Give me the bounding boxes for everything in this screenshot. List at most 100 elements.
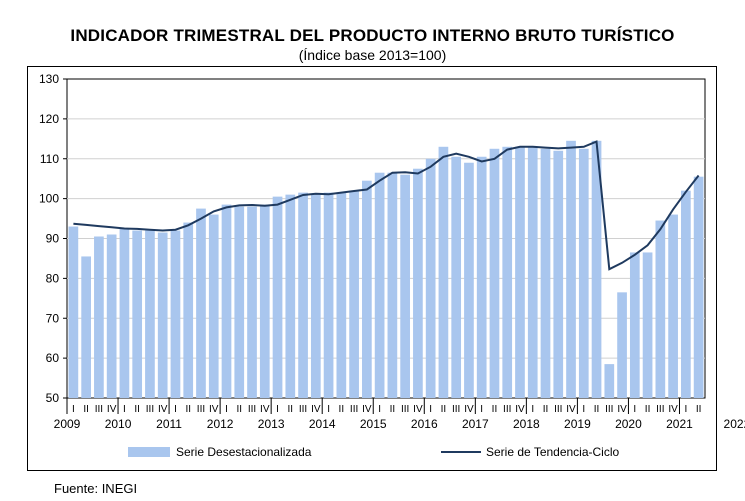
data-bar xyxy=(68,226,79,398)
data-bar xyxy=(566,140,576,398)
quarter-label: IV xyxy=(209,404,219,415)
legend-label-line: Serie de Tendencia-Ciclo xyxy=(486,445,620,459)
quarter-label: II xyxy=(543,404,549,415)
y-tick-label: 60 xyxy=(46,351,60,365)
data-bar xyxy=(157,232,168,398)
quarter-label: IV xyxy=(668,404,678,415)
quarter-label: I xyxy=(684,404,687,415)
quarter-label: IV xyxy=(260,404,270,415)
year-label: 2011 xyxy=(156,417,182,431)
data-bar xyxy=(553,150,564,398)
year-label: 2012 xyxy=(207,417,234,431)
quarter-label: III xyxy=(401,404,409,415)
quarter-label: I xyxy=(378,404,381,415)
chart-subtitle: (Índice base 2013=100) xyxy=(298,47,447,63)
quarter-label: I xyxy=(123,404,126,415)
data-bar xyxy=(247,206,257,398)
data-bar xyxy=(196,208,206,398)
y-tick-label: 110 xyxy=(40,152,59,166)
quarter-label: I xyxy=(327,404,330,415)
y-tick-label: 70 xyxy=(46,311,60,325)
data-bar xyxy=(425,158,436,398)
quarter-label: IV xyxy=(515,404,525,415)
data-bar xyxy=(119,228,130,398)
year-label: 2022 xyxy=(724,417,745,431)
year-label: 2019 xyxy=(564,417,591,431)
quarter-label: II xyxy=(696,404,702,415)
quarter-label: II xyxy=(339,404,345,415)
data-bar xyxy=(476,156,487,398)
y-tick-label: 100 xyxy=(39,192,59,206)
chart-frame xyxy=(27,66,717,471)
quarter-label: III xyxy=(95,404,103,415)
y-tick-label: 50 xyxy=(46,391,60,405)
data-bar xyxy=(591,140,602,398)
quarter-label: II xyxy=(645,404,651,415)
data-bar xyxy=(259,204,270,398)
quarter-label: III xyxy=(197,404,205,415)
data-bar xyxy=(617,292,627,398)
quarter-label: I xyxy=(276,404,279,415)
data-bar xyxy=(489,148,500,398)
quarter-label: III xyxy=(452,404,460,415)
data-bar xyxy=(413,168,423,398)
year-label: 2016 xyxy=(411,417,438,431)
y-tick-label: 90 xyxy=(46,232,60,246)
data-bar xyxy=(336,192,347,398)
data-bar xyxy=(94,236,104,398)
year-label: 2009 xyxy=(54,417,81,431)
year-label: 2014 xyxy=(309,417,336,431)
y-tick-label: 80 xyxy=(46,271,60,285)
data-bar xyxy=(693,176,704,398)
quarter-label: IV xyxy=(464,404,474,415)
data-bar xyxy=(451,156,462,398)
quarter-label: II xyxy=(594,404,600,415)
quarter-label: II xyxy=(492,404,498,415)
year-label: 2015 xyxy=(360,417,387,431)
data-bar xyxy=(527,146,538,398)
data-bar xyxy=(515,146,525,398)
quarter-label: I xyxy=(480,404,483,415)
data-bar xyxy=(668,214,678,398)
data-bar xyxy=(578,148,589,398)
quarter-label: IV xyxy=(362,404,372,415)
quarter-label: I xyxy=(174,404,177,415)
legend-label-bars: Serie Desestacionalizada xyxy=(176,445,312,459)
data-bar xyxy=(387,172,398,398)
quarter-label: II xyxy=(236,404,242,415)
data-bar xyxy=(540,148,551,398)
y-tick-label: 130 xyxy=(39,72,59,86)
quarter-label: IV xyxy=(158,404,168,415)
quarter-label: IV xyxy=(107,404,117,415)
data-bar xyxy=(183,222,194,398)
quarter-label: II xyxy=(83,404,89,415)
quarter-label: IV xyxy=(413,404,423,415)
data-bar xyxy=(145,230,155,398)
year-label: 2021 xyxy=(666,417,693,431)
data-bar xyxy=(234,206,245,398)
data-bar xyxy=(604,364,615,398)
quarter-label: III xyxy=(554,404,562,415)
data-bar xyxy=(208,214,219,398)
data-bar xyxy=(655,220,666,398)
data-bar xyxy=(323,192,334,398)
data-bar xyxy=(362,180,372,398)
data-bar xyxy=(642,252,653,398)
quarter-label: II xyxy=(390,404,396,415)
quarter-label: III xyxy=(299,404,307,415)
year-label: 2020 xyxy=(615,417,642,431)
quarter-label: II xyxy=(185,404,191,415)
quarter-label: II xyxy=(134,404,140,415)
quarter-label: III xyxy=(503,404,511,415)
data-bar xyxy=(438,146,449,398)
data-bar xyxy=(374,172,385,398)
data-bar xyxy=(132,230,143,398)
quarter-label: III xyxy=(248,404,256,415)
quarter-label: I xyxy=(72,404,75,415)
quarter-label: IV xyxy=(566,404,576,415)
year-label: 2013 xyxy=(258,417,285,431)
data-bar xyxy=(81,256,91,398)
data-bar xyxy=(298,192,308,398)
